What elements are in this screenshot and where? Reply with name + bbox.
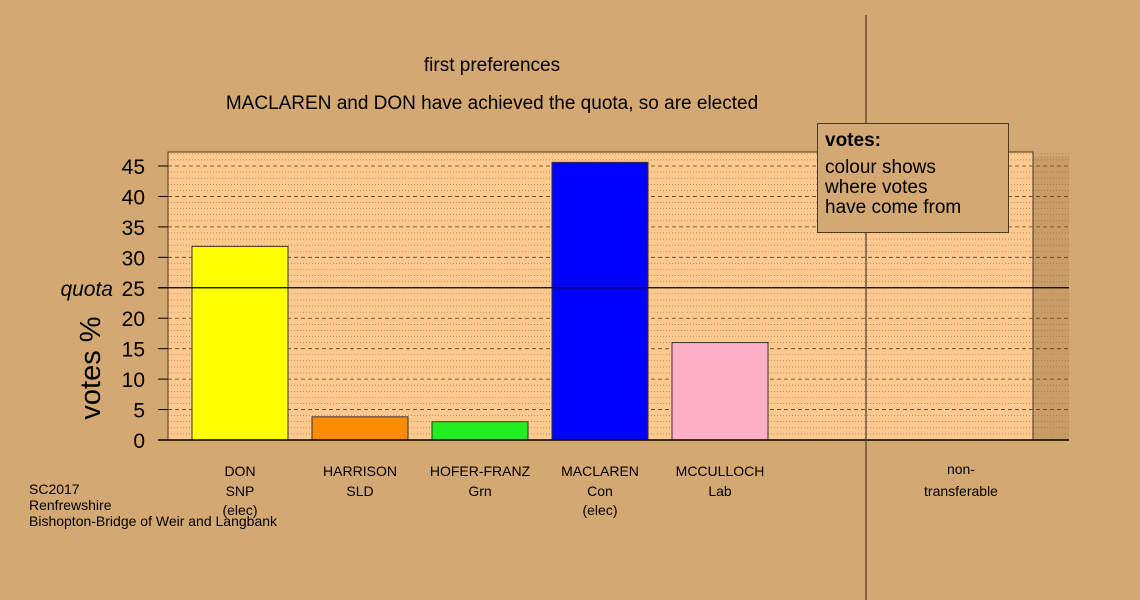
footer-line-2: Renfrewshire <box>29 497 112 513</box>
quota-label: quota <box>60 278 113 301</box>
category-label: HOFER-FRANZ <box>430 463 531 479</box>
chart-title: first preferences <box>424 55 560 76</box>
y-tick-label: 5 <box>133 400 145 423</box>
legend-text: colour shows where votes have come from <box>825 157 962 218</box>
footer-line-1: SC2017 <box>29 481 80 497</box>
category-label: MCCULLOCH <box>676 463 765 479</box>
nontransferable-label-1: non- <box>947 461 975 477</box>
legend-box: votes: colour shows where votes have com… <box>817 123 1009 233</box>
bar-don <box>191 245 289 441</box>
bar-hofer-franz <box>431 421 529 441</box>
y-tick-label: 0 <box>133 430 145 453</box>
y-tick-label: 15 <box>122 339 145 362</box>
plot-right-strip <box>1033 156 1069 440</box>
footer-caption: SC2017 Renfrewshire Bishopton-Bridge of … <box>29 481 277 529</box>
y-tick-label: 20 <box>122 308 145 331</box>
party-label: SNP <box>226 483 255 499</box>
bar-maclaren <box>551 161 649 441</box>
y-tick-label: 45 <box>122 156 145 179</box>
party-label: SLD <box>346 483 373 499</box>
bar-mcculloch <box>671 342 769 441</box>
status-label: (elec) <box>222 502 257 518</box>
status-label: (elec) <box>582 502 617 518</box>
party-label: Lab <box>708 483 732 499</box>
y-axis-label: votes % <box>75 316 107 419</box>
category-label: MACLAREN <box>561 463 639 479</box>
category-label: DON <box>224 463 255 479</box>
footer-line-3: Bishopton-Bridge of Weir and Langbank <box>29 513 278 529</box>
y-tick-label: 10 <box>122 369 145 392</box>
y-tick-label: 35 <box>122 217 145 240</box>
nontransferable-label-2: transferable <box>924 483 998 499</box>
party-label: Grn <box>468 483 491 499</box>
y-tick-label: 40 <box>122 186 145 209</box>
category-label: HARRISON <box>323 463 397 479</box>
y-tick-label: 30 <box>122 247 145 270</box>
chart-subtitle: MACLAREN and DON have achieved the quota… <box>226 93 758 114</box>
bar-harrison <box>311 416 409 441</box>
legend-title: votes: <box>825 130 881 151</box>
party-label: Con <box>587 483 613 499</box>
y-tick-label: 25 <box>122 278 145 301</box>
